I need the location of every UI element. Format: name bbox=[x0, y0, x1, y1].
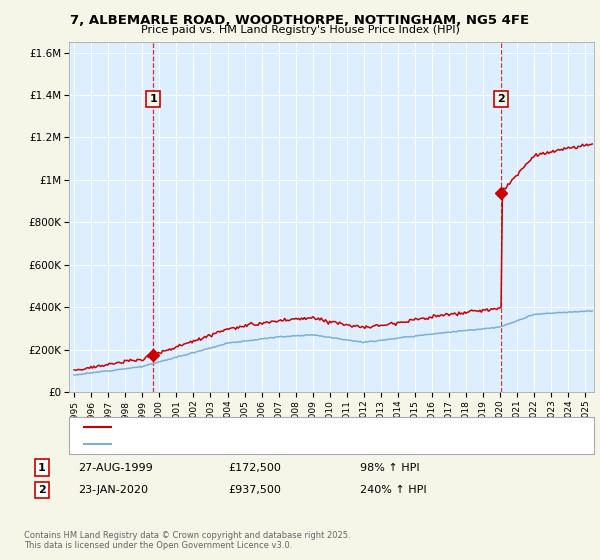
Text: 240% ↑ HPI: 240% ↑ HPI bbox=[360, 485, 427, 495]
Text: 98% ↑ HPI: 98% ↑ HPI bbox=[360, 463, 419, 473]
Text: 1: 1 bbox=[149, 94, 157, 104]
Text: 7, ALBEMARLE ROAD, WOODTHORPE, NOTTINGHAM, NG5 4FE (detached house): 7, ALBEMARLE ROAD, WOODTHORPE, NOTTINGHA… bbox=[117, 423, 496, 432]
Text: 23-JAN-2020: 23-JAN-2020 bbox=[78, 485, 148, 495]
Text: 2: 2 bbox=[38, 485, 46, 495]
Text: HPI: Average price, detached house, Gedling: HPI: Average price, detached house, Gedl… bbox=[117, 440, 329, 449]
Text: 1: 1 bbox=[38, 463, 46, 473]
Text: 27-AUG-1999: 27-AUG-1999 bbox=[78, 463, 153, 473]
Text: £172,500: £172,500 bbox=[228, 463, 281, 473]
Text: Contains HM Land Registry data © Crown copyright and database right 2025.
This d: Contains HM Land Registry data © Crown c… bbox=[24, 530, 350, 550]
Text: 2: 2 bbox=[497, 94, 505, 104]
Text: Price paid vs. HM Land Registry's House Price Index (HPI): Price paid vs. HM Land Registry's House … bbox=[140, 25, 460, 35]
Text: 7, ALBEMARLE ROAD, WOODTHORPE, NOTTINGHAM, NG5 4FE: 7, ALBEMARLE ROAD, WOODTHORPE, NOTTINGHA… bbox=[70, 14, 530, 27]
Text: £937,500: £937,500 bbox=[228, 485, 281, 495]
